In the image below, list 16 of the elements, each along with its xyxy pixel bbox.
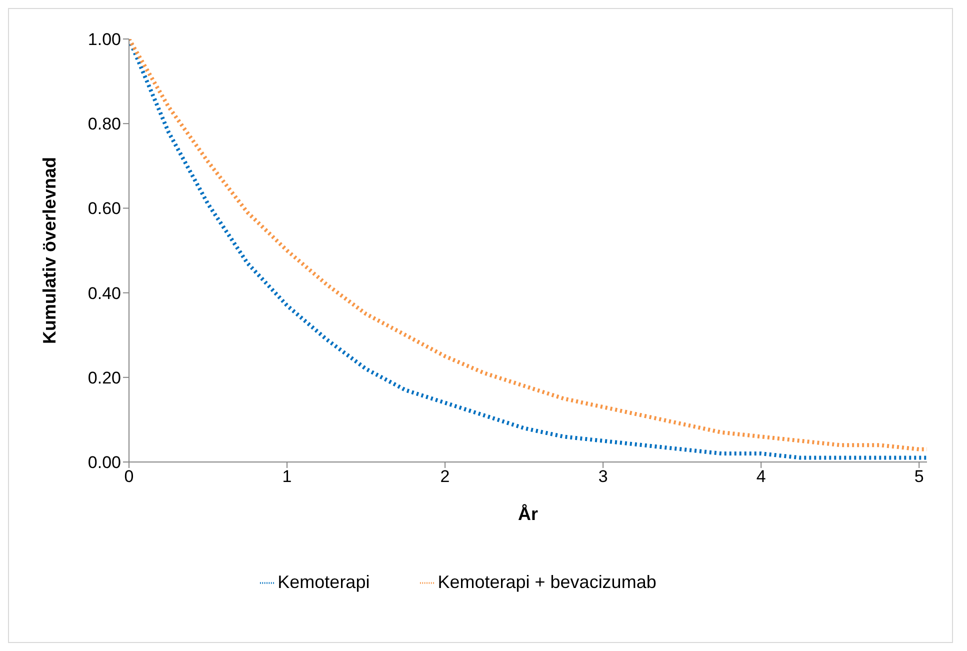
x-tick-label: 5 (914, 467, 924, 486)
x-tick-label: 3 (598, 467, 608, 486)
y-tick-label: 0.80 (88, 114, 121, 134)
x-tick-label: 4 (756, 467, 766, 486)
legend-label: Kemoterapi (278, 572, 370, 592)
x-tick-label: 0 (124, 467, 134, 486)
x-tick-label: 2 (440, 467, 450, 486)
x-axis-title: År (518, 504, 538, 524)
y-tick-label: 0.20 (88, 368, 121, 388)
y-axis-title: Kumulativ överlevnad (39, 156, 60, 344)
legend-label: Kemoterapi + bevacizumab (438, 572, 656, 592)
y-tick-label: 1.00 (88, 30, 121, 50)
x-tick-label: 1 (282, 467, 292, 486)
y-tick-label: 0.60 (88, 199, 121, 218)
y-tick-label: 0.40 (88, 284, 121, 303)
y-tick-label: 0.00 (88, 453, 121, 472)
